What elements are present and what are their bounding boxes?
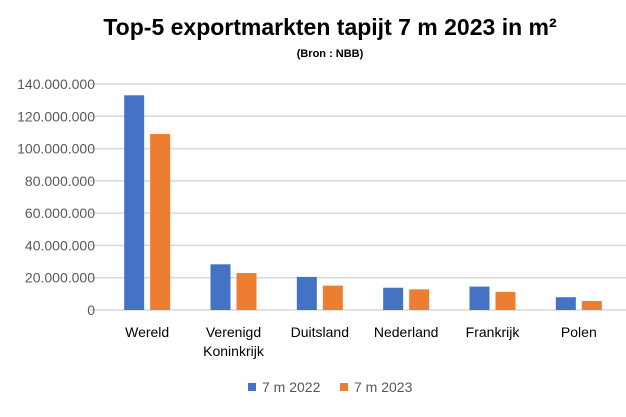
y-tick-label: 0 — [87, 302, 95, 318]
bar-7-m-2023 — [581, 300, 602, 310]
bar-7-m-2022 — [383, 287, 404, 310]
y-tick-label: 140.000.000 — [17, 76, 95, 92]
bar-7-m-2023 — [409, 289, 430, 310]
x-category-label: Verenigd — [206, 324, 261, 340]
x-category-label: Nederland — [374, 324, 439, 340]
legend-label: 7 m 2023 — [354, 379, 413, 395]
bar-7-m-2022 — [124, 95, 145, 310]
bar-7-m-2023 — [495, 291, 516, 310]
bar-7-m-2023 — [150, 134, 171, 310]
bar-7-m-2023 — [322, 285, 343, 310]
x-category-label: Polen — [561, 324, 597, 340]
bar-7-m-2023 — [236, 273, 257, 310]
legend-swatch — [340, 383, 348, 391]
bar-7-m-2022 — [469, 286, 490, 310]
y-tick-label: 100.000.000 — [17, 141, 95, 157]
y-tick-label: 80.000.000 — [25, 173, 95, 189]
x-category-label: Duitsland — [291, 324, 349, 340]
y-tick-label: 20.000.000 — [25, 270, 95, 286]
y-tick-label: 60.000.000 — [25, 205, 95, 221]
y-tick-label: 40.000.000 — [25, 237, 95, 253]
legend-label: 7 m 2022 — [262, 379, 321, 395]
chart-title: Top-5 exportmarkten tapijt 7 m 2023 in m… — [103, 14, 557, 40]
bar-7-m-2022 — [210, 264, 231, 310]
chart-subtitle: (Bron : NBB) — [297, 48, 364, 60]
legend-swatch — [248, 383, 256, 391]
x-category-label: Frankrijk — [466, 324, 521, 340]
bar-7-m-2022 — [296, 276, 317, 310]
bar-7-m-2022 — [555, 297, 576, 310]
y-tick-label: 120.000.000 — [17, 108, 95, 124]
x-category-label: Koninkrijk — [203, 343, 265, 359]
x-category-label: Wereld — [125, 324, 169, 340]
